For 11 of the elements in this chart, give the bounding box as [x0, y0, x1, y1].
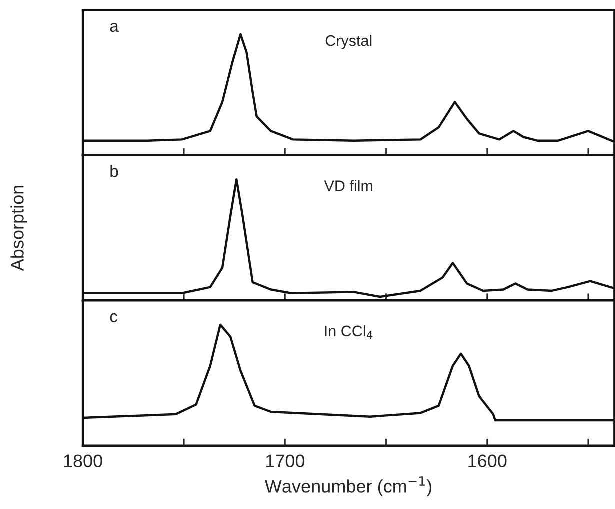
- text: a: [110, 22, 119, 32]
- x-axis-title: Wavenumber (cm$^{−1}$): [264, 476, 432, 496]
- x-tick-label: 1600: [468, 454, 507, 468]
- text: b: [110, 165, 118, 178]
- annotation: In CCl$_{4}$: [325, 325, 373, 339]
- annotation: VD film: [324, 180, 372, 192]
- annotation: Crystal: [326, 35, 372, 50]
- x-tick-label: 1700: [266, 454, 305, 468]
- x-tick-label: 1800: [64, 454, 102, 468]
- text: c: [110, 313, 118, 323]
- y-axis-title: Absorption: [10, 186, 28, 272]
